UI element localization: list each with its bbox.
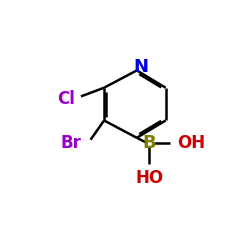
Text: HO: HO — [135, 168, 163, 186]
Text: B: B — [142, 134, 156, 152]
Text: Cl: Cl — [56, 90, 74, 108]
Text: OH: OH — [177, 134, 205, 152]
Text: Br: Br — [61, 134, 82, 152]
Text: N: N — [133, 58, 148, 76]
